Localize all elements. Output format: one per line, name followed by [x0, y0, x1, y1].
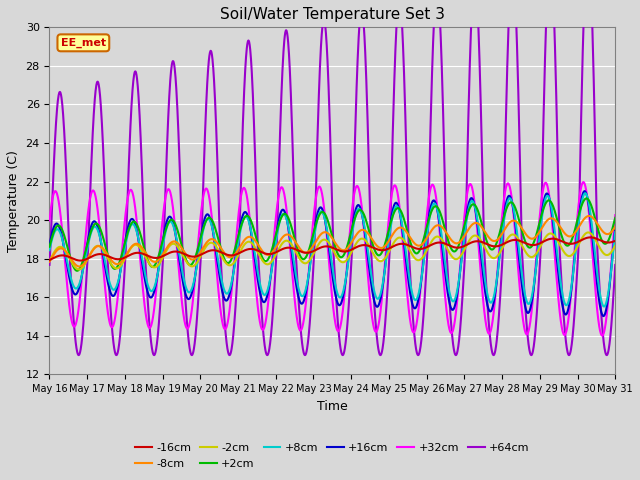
Text: EE_met: EE_met: [61, 38, 106, 48]
Legend: -16cm, -8cm, -2cm, +2cm, +8cm, +16cm, +32cm, +64cm: -16cm, -8cm, -2cm, +2cm, +8cm, +16cm, +3…: [131, 439, 534, 473]
X-axis label: Time: Time: [317, 400, 348, 413]
Y-axis label: Temperature (C): Temperature (C): [7, 150, 20, 252]
Title: Soil/Water Temperature Set 3: Soil/Water Temperature Set 3: [220, 7, 445, 22]
